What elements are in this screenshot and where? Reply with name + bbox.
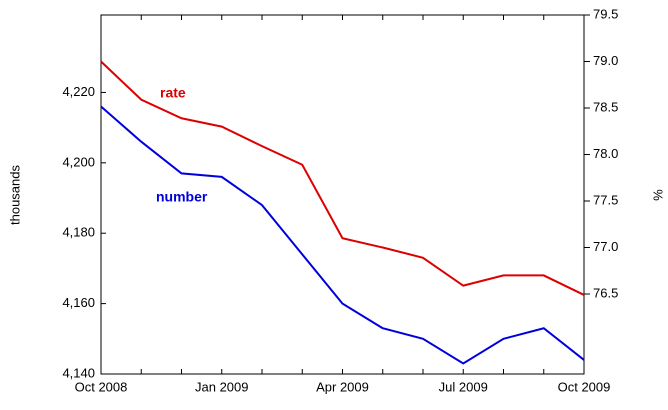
annotation: rate	[160, 85, 186, 101]
y2-tick-label: 76.5	[593, 285, 618, 300]
x-tick-label: Oct 2008	[75, 379, 128, 394]
y-tick-label: 4,200	[62, 154, 95, 169]
y2-axis-label: %	[651, 189, 666, 201]
y2-tick-label: 79.0	[593, 53, 618, 68]
y-tick-label: 4,220	[62, 84, 95, 99]
y2-tick-label: 78.0	[593, 146, 618, 161]
annotation: number	[156, 189, 208, 205]
y2-tick-label: 77.5	[593, 192, 618, 207]
x-tick-label: Apr 2009	[316, 379, 369, 394]
x-tick-label: Oct 2009	[558, 379, 611, 394]
y-tick-label: 4,180	[62, 225, 95, 240]
x-tick-label: Jan 2009	[195, 379, 249, 394]
y2-tick-label: 77.0	[593, 239, 618, 254]
y2-tick-label: 78.5	[593, 99, 618, 114]
y-axis-label: thousands	[7, 165, 22, 225]
y2-tick-label: 79.5	[593, 6, 618, 21]
series-line	[100, 105, 585, 365]
series-line	[100, 60, 585, 296]
y-tick-label: 4,140	[62, 365, 95, 380]
x-tick-label: Jul 2009	[439, 379, 488, 394]
y-tick-label: 4,160	[62, 295, 95, 310]
